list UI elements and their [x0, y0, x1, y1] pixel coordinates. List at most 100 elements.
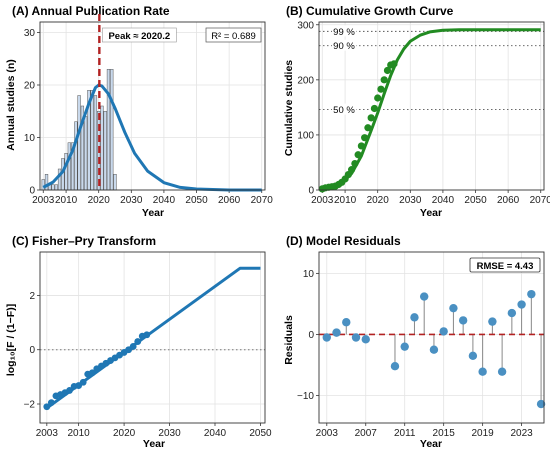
panel-d-point	[497, 367, 507, 376]
panel-a-xtick-label: 2070	[251, 195, 274, 206]
panel-d-point	[449, 303, 458, 313]
panel-d-point	[332, 328, 341, 337]
panel-c-point	[79, 378, 87, 386]
panel-d-point	[536, 399, 546, 409]
panel-a-xtick-label: 2030	[120, 195, 143, 206]
panel-d-point	[429, 345, 439, 354]
panel-a-ytick-label: 30	[24, 28, 36, 39]
panel-c-xlabel: Year	[143, 438, 165, 450]
panel-c-xtick-label: 2050	[249, 428, 272, 439]
panel-a-r2-label: R² = 0.689	[211, 31, 256, 42]
panel-b-point	[357, 142, 365, 150]
panel-a-xtick-label: 2050	[185, 195, 208, 206]
panel-b-point	[383, 66, 392, 75]
panel-b-xtick-label: 2020	[367, 195, 390, 206]
panel-a-bar	[74, 121, 78, 191]
panel-a-bar	[110, 69, 114, 191]
panel-c-xtick-label: 2030	[158, 428, 181, 439]
panel-d-point	[488, 317, 497, 326]
panel-b-reference-label: 50 %	[333, 105, 355, 116]
panel-d-point	[419, 292, 429, 301]
panel-d-xtick-label: 2007	[355, 428, 378, 439]
panel-a-bar	[54, 184, 58, 191]
panel-b-point	[361, 134, 369, 142]
panel-d-point	[351, 333, 361, 342]
panel-a-xtick-label: 2060	[218, 195, 241, 206]
panel-c-ytick-label: −2	[24, 400, 36, 411]
panel-a-xtick-label: 2010	[55, 195, 78, 206]
panel-d-title: (D) Model Residuals	[286, 234, 401, 248]
panel-b-ytick-label: 300	[297, 20, 314, 31]
panel-a-xtick-label: 2003	[32, 195, 55, 206]
panel-b-xtick-label: 2060	[497, 195, 520, 206]
panel-c-xtick-label: 2040	[204, 428, 227, 439]
panel-d-rmse-label: RMSE = 4.43	[477, 261, 534, 272]
panel-b-xlabel: Year	[420, 207, 442, 219]
panel-d-xtick-label: 2003	[316, 428, 339, 439]
panel-a-bar	[84, 116, 88, 191]
panel-b-reference-label-bg	[332, 25, 356, 37]
panel-a-bar	[100, 105, 104, 191]
panel-b-reference-label: 90 %	[333, 41, 355, 52]
panel-c-point	[88, 369, 96, 377]
panel-a-bar	[103, 111, 107, 191]
panel-a-frame	[39, 21, 266, 191]
panel-a-ytick-label: 0	[29, 186, 35, 197]
panel-b-title: (B) Cumulative Growth Curve	[286, 4, 454, 18]
panel-b-point	[364, 124, 372, 132]
panel-b-point	[348, 166, 356, 174]
panel-d-point	[517, 300, 526, 309]
panel-a-xtick-label: 2040	[153, 195, 176, 206]
panel-a-bar	[90, 90, 94, 191]
panel-c-point	[134, 338, 142, 345]
panel-b-ytick-label: 0	[308, 186, 314, 197]
panel-b-reference-label: 99 %	[333, 27, 355, 38]
panel-a-xtick-label: 2020	[88, 195, 111, 206]
panel-b-xtick-label: 2010	[334, 195, 357, 206]
panel-d-ytick-label: 10	[303, 269, 315, 280]
panel-c-xtick-label: 2010	[68, 428, 91, 439]
panel-a-fit-curve	[42, 83, 262, 192]
panel-b-point	[377, 85, 385, 93]
panel-d-point	[478, 367, 487, 376]
panel-c-xtick-label: 2020	[113, 428, 136, 439]
panel-b-point	[351, 159, 359, 168]
panel-d-frame	[318, 251, 545, 424]
panel-a-ytick-label: 10	[24, 133, 36, 144]
panel-b-xtick-label: 2030	[399, 195, 422, 206]
panel-d-point	[361, 335, 370, 344]
panel-c-plot-area	[40, 252, 265, 423]
panel-d-point	[468, 351, 478, 361]
panel-b-point	[374, 94, 382, 102]
panel-b-reference-label-bg	[332, 103, 356, 115]
panel-a-peak-box	[102, 27, 177, 43]
panel-d-point	[322, 333, 331, 342]
panel-b-frame	[318, 21, 545, 191]
panel-c-point	[66, 387, 73, 394]
panel-b: (B) Cumulative Growth Curve Year Cumulat…	[283, 4, 550, 219]
panel-d-xtick-label: 2023	[510, 428, 533, 439]
panel-d-ytick-label: −10	[297, 391, 314, 402]
panel-d-ylabel: Residuals	[283, 315, 295, 365]
panel-d-xtick-label: 2011	[394, 428, 416, 439]
panel-c: (C) Fisher–Pry Transform Year log₁₀[F / …	[5, 234, 272, 450]
panel-a: (A) Annual Publication Rate Year Annual …	[5, 4, 273, 219]
panel-a-bar	[93, 95, 98, 191]
panel-b-point	[390, 60, 398, 68]
panel-a-bar	[113, 174, 117, 191]
panel-a-peak-label: Peak ≈ 2020.2	[108, 31, 170, 42]
panel-d-rmse-box	[469, 257, 541, 273]
panel-c-frame	[39, 251, 266, 424]
panel-b-xtick-label: 2070	[530, 195, 550, 206]
panel-b-reference-label-bg	[332, 39, 356, 51]
panel-a-ylabel: Annual studies (n)	[5, 59, 17, 151]
panel-a-title: (A) Annual Publication Rate	[12, 4, 170, 18]
panel-b-xtick-label: 2003	[311, 195, 334, 206]
panel-d-xtick-label: 2019	[472, 428, 495, 439]
panel-d-xtick-label: 2015	[433, 428, 456, 439]
panel-b-xtick-label: 2040	[432, 195, 455, 206]
panel-c-point	[43, 403, 51, 411]
panel-d-point	[400, 342, 409, 351]
panel-a-bar	[67, 142, 71, 191]
